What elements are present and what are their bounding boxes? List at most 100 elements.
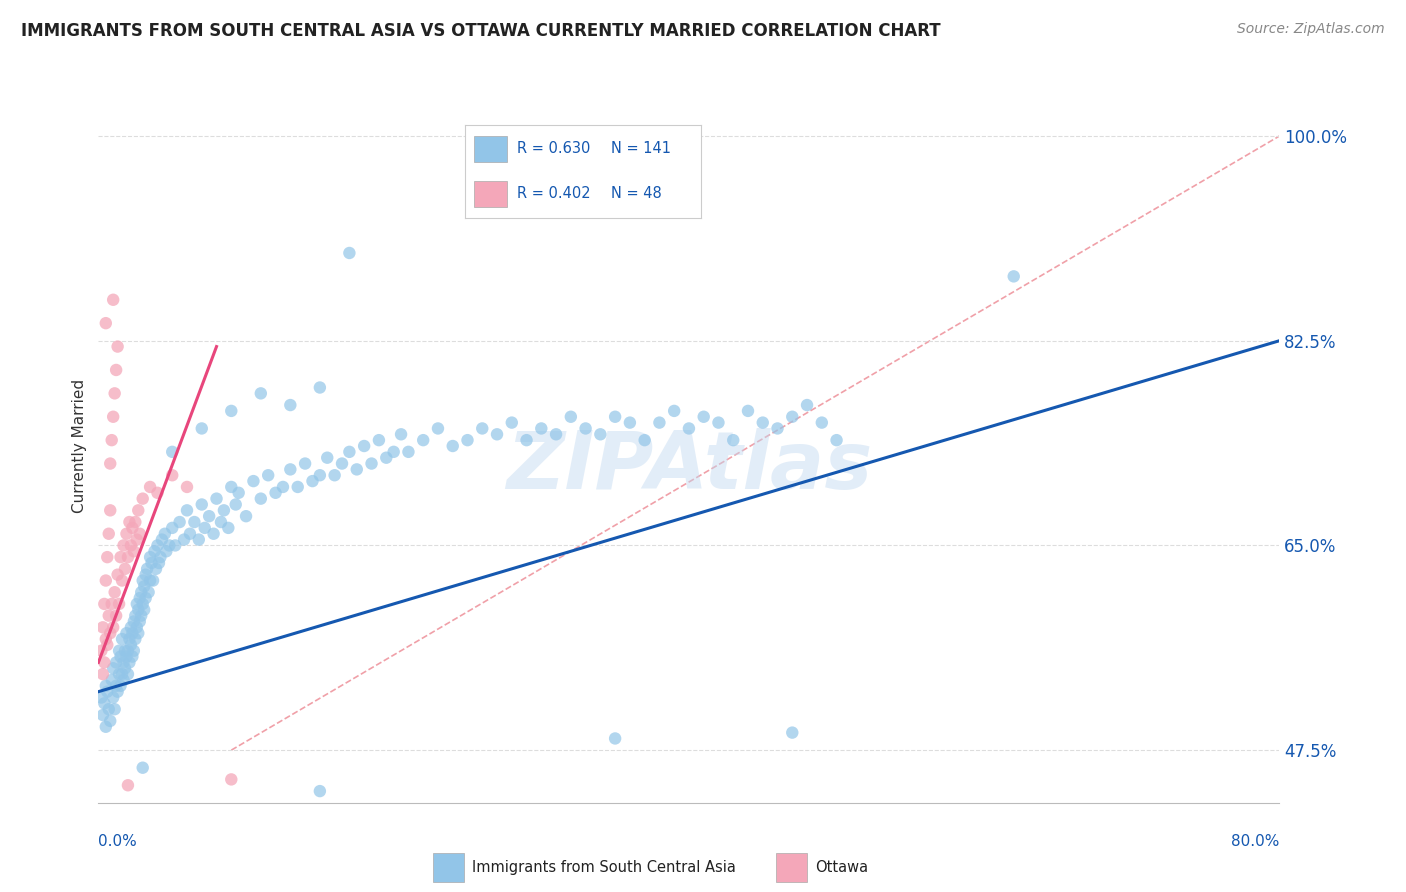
Point bbox=[132, 491, 155, 506]
Point bbox=[173, 533, 195, 547]
Point bbox=[389, 427, 412, 442]
Point bbox=[98, 503, 121, 517]
Point bbox=[560, 409, 582, 424]
Point bbox=[242, 474, 264, 488]
Point bbox=[346, 462, 368, 476]
Point bbox=[191, 421, 214, 435]
Point bbox=[103, 661, 125, 675]
Text: N = 141: N = 141 bbox=[612, 142, 671, 156]
Point bbox=[145, 562, 167, 576]
Point bbox=[111, 667, 134, 681]
Point bbox=[825, 433, 848, 447]
Point bbox=[257, 468, 280, 483]
Point bbox=[486, 427, 509, 442]
Point bbox=[219, 480, 243, 494]
Point bbox=[103, 620, 125, 634]
Point bbox=[149, 550, 172, 565]
Point bbox=[619, 416, 641, 430]
Point bbox=[766, 421, 789, 435]
Point bbox=[93, 697, 115, 711]
Point bbox=[120, 620, 142, 634]
FancyBboxPatch shape bbox=[474, 136, 508, 162]
Point bbox=[128, 526, 150, 541]
Bar bbox=[433, 854, 464, 881]
Point bbox=[136, 562, 159, 576]
Point bbox=[103, 409, 125, 424]
Point bbox=[217, 521, 239, 535]
Point bbox=[111, 574, 134, 588]
Point bbox=[120, 638, 142, 652]
Point bbox=[107, 340, 129, 354]
Point bbox=[122, 644, 145, 658]
Point bbox=[153, 526, 176, 541]
Point bbox=[212, 503, 235, 517]
Point bbox=[751, 416, 773, 430]
Point bbox=[396, 445, 419, 459]
Point bbox=[125, 533, 148, 547]
Point bbox=[138, 585, 160, 599]
Point bbox=[205, 491, 228, 506]
Point bbox=[93, 597, 115, 611]
Point bbox=[105, 363, 128, 377]
Point bbox=[723, 433, 745, 447]
Point bbox=[135, 591, 157, 605]
Point bbox=[202, 526, 225, 541]
Point bbox=[108, 667, 131, 681]
Text: ZIPAtlas: ZIPAtlas bbox=[506, 428, 872, 507]
Point bbox=[139, 574, 162, 588]
Point bbox=[162, 521, 183, 535]
Point bbox=[105, 656, 128, 670]
Point bbox=[94, 679, 117, 693]
Point bbox=[219, 404, 243, 418]
Point bbox=[143, 544, 166, 558]
Point bbox=[707, 416, 730, 430]
Point bbox=[516, 433, 538, 447]
Point bbox=[94, 720, 117, 734]
Point bbox=[110, 550, 132, 565]
Text: R = 0.630: R = 0.630 bbox=[516, 142, 591, 156]
Point bbox=[278, 462, 302, 476]
Text: 0.0%: 0.0% bbox=[98, 834, 138, 849]
Point bbox=[117, 644, 139, 658]
Point bbox=[98, 626, 121, 640]
Point bbox=[228, 485, 250, 500]
Point bbox=[129, 608, 152, 623]
Point bbox=[104, 585, 127, 599]
Point bbox=[134, 579, 156, 593]
Point bbox=[104, 386, 127, 401]
Point bbox=[135, 567, 157, 582]
Point bbox=[162, 468, 183, 483]
Point bbox=[107, 684, 129, 698]
Point bbox=[294, 457, 316, 471]
Text: 80.0%: 80.0% bbox=[1232, 834, 1279, 849]
Point bbox=[316, 450, 339, 465]
Point bbox=[796, 398, 818, 412]
Point bbox=[112, 656, 135, 670]
Point bbox=[375, 450, 398, 465]
Point bbox=[139, 550, 162, 565]
Point bbox=[139, 480, 162, 494]
Point bbox=[155, 544, 177, 558]
Point bbox=[124, 632, 146, 646]
Point bbox=[105, 679, 128, 693]
Point bbox=[782, 725, 804, 739]
Point bbox=[162, 445, 183, 459]
Point bbox=[124, 515, 146, 529]
Text: N = 48: N = 48 bbox=[612, 186, 662, 201]
Point bbox=[142, 574, 165, 588]
Point bbox=[117, 667, 139, 681]
Text: Immigrants from South Central Asia: Immigrants from South Central Asia bbox=[472, 860, 737, 875]
Point bbox=[287, 480, 309, 494]
Bar bbox=[776, 854, 807, 881]
Point bbox=[165, 538, 187, 552]
Point bbox=[100, 433, 122, 447]
Point bbox=[264, 485, 287, 500]
Point bbox=[309, 380, 332, 394]
Point bbox=[108, 597, 131, 611]
Text: Source: ZipAtlas.com: Source: ZipAtlas.com bbox=[1237, 22, 1385, 37]
Point bbox=[94, 632, 117, 646]
Text: R = 0.402: R = 0.402 bbox=[516, 186, 591, 201]
Point bbox=[250, 491, 273, 506]
Point bbox=[91, 708, 114, 723]
Point bbox=[112, 538, 135, 552]
